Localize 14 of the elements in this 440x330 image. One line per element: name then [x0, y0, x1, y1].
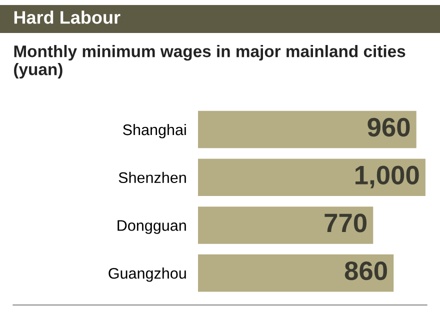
y-tick-label: Dongguan: [118, 220, 186, 234]
data-label: 770: [324, 214, 367, 232]
chart-title: Hard Labour: [14, 10, 120, 24]
bar: [198, 206, 374, 244]
bar: [198, 158, 426, 196]
bar: [198, 110, 416, 148]
data-label: 860: [344, 261, 387, 280]
y-tick-label: Guangzhou: [108, 268, 186, 282]
y-tick-label: Shanghai: [123, 124, 186, 138]
chart-subtitle: Monthly minimum wages in major mainland cities (yuan): [14, 45, 406, 79]
bar: [198, 254, 394, 292]
data-label: 1,000: [356, 166, 419, 188]
data-label: 960: [368, 118, 410, 137]
y-tick-label: Shenzhen: [118, 172, 186, 184]
